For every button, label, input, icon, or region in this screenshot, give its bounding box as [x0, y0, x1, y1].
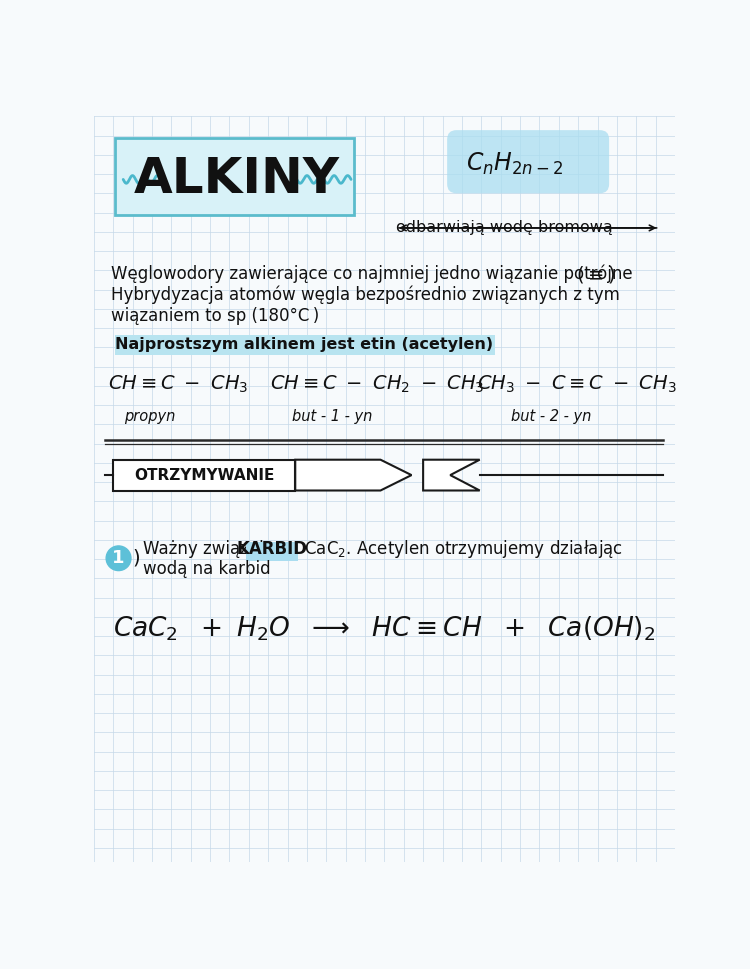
Polygon shape	[296, 459, 412, 490]
FancyBboxPatch shape	[116, 335, 495, 355]
Text: Ważny związek -: Ważny związek -	[143, 540, 286, 558]
Text: Hybrydyzacja atomów węgla bezpośrednio związanych z tym: Hybrydyzacja atomów węgla bezpośrednio z…	[111, 286, 620, 304]
Text: OTRZYMYWANIE: OTRZYMYWANIE	[134, 468, 274, 483]
FancyBboxPatch shape	[113, 459, 296, 490]
Text: Najprostszym alkinem jest etin (acetylen): Najprostszym alkinem jest etin (acetylen…	[116, 337, 494, 353]
Text: ): )	[133, 548, 140, 568]
Text: odbarwiają wodę bromową: odbarwiają wodę bromową	[396, 220, 613, 235]
Text: Węglowodory zawierające co najmniej jedno wiązanie potrójne: Węglowodory zawierające co najmniej jedn…	[111, 265, 632, 283]
Text: but - 1 - yn: but - 1 - yn	[292, 409, 373, 424]
Text: wodą na karbid: wodą na karbid	[143, 560, 271, 578]
Text: $CH \equiv C\ -\ CH_2\ -\ CH_3$: $CH \equiv C\ -\ CH_2\ -\ CH_3$	[271, 374, 484, 395]
Text: $C_n H_{2n-2}$: $C_n H_{2n-2}$	[466, 151, 563, 177]
Text: 1: 1	[112, 549, 125, 567]
FancyBboxPatch shape	[246, 542, 298, 561]
Text: $CH_3\ -\ C \equiv C\ -\ CH_3$: $CH_3\ -\ C \equiv C\ -\ CH_3$	[477, 374, 677, 395]
Circle shape	[106, 546, 131, 571]
Text: CaC$_2$. Acetylen otrzymujemy działając: CaC$_2$. Acetylen otrzymujemy działając	[299, 538, 623, 560]
FancyBboxPatch shape	[447, 130, 609, 193]
Text: propyn: propyn	[124, 409, 176, 424]
Text: $CaC_2\ \ +\ H_2O\ \ \longrightarrow\ \ HC \equiv CH\ \ +\ \ Ca(OH)_2$: $CaC_2\ \ +\ H_2O\ \ \longrightarrow\ \ …	[113, 614, 656, 642]
Text: $(\equiv)$: $(\equiv)$	[576, 264, 616, 285]
Text: KARBID: KARBID	[236, 540, 307, 558]
Text: $CH \equiv C\ -\ CH_3$: $CH \equiv C\ -\ CH_3$	[108, 374, 248, 395]
FancyBboxPatch shape	[116, 138, 354, 215]
Text: but - 2 - yn: but - 2 - yn	[511, 409, 591, 424]
Text: wiązaniem to sp (180°C ): wiązaniem to sp (180°C )	[111, 307, 319, 325]
Text: ALKINY: ALKINY	[134, 155, 340, 203]
Polygon shape	[423, 459, 480, 490]
